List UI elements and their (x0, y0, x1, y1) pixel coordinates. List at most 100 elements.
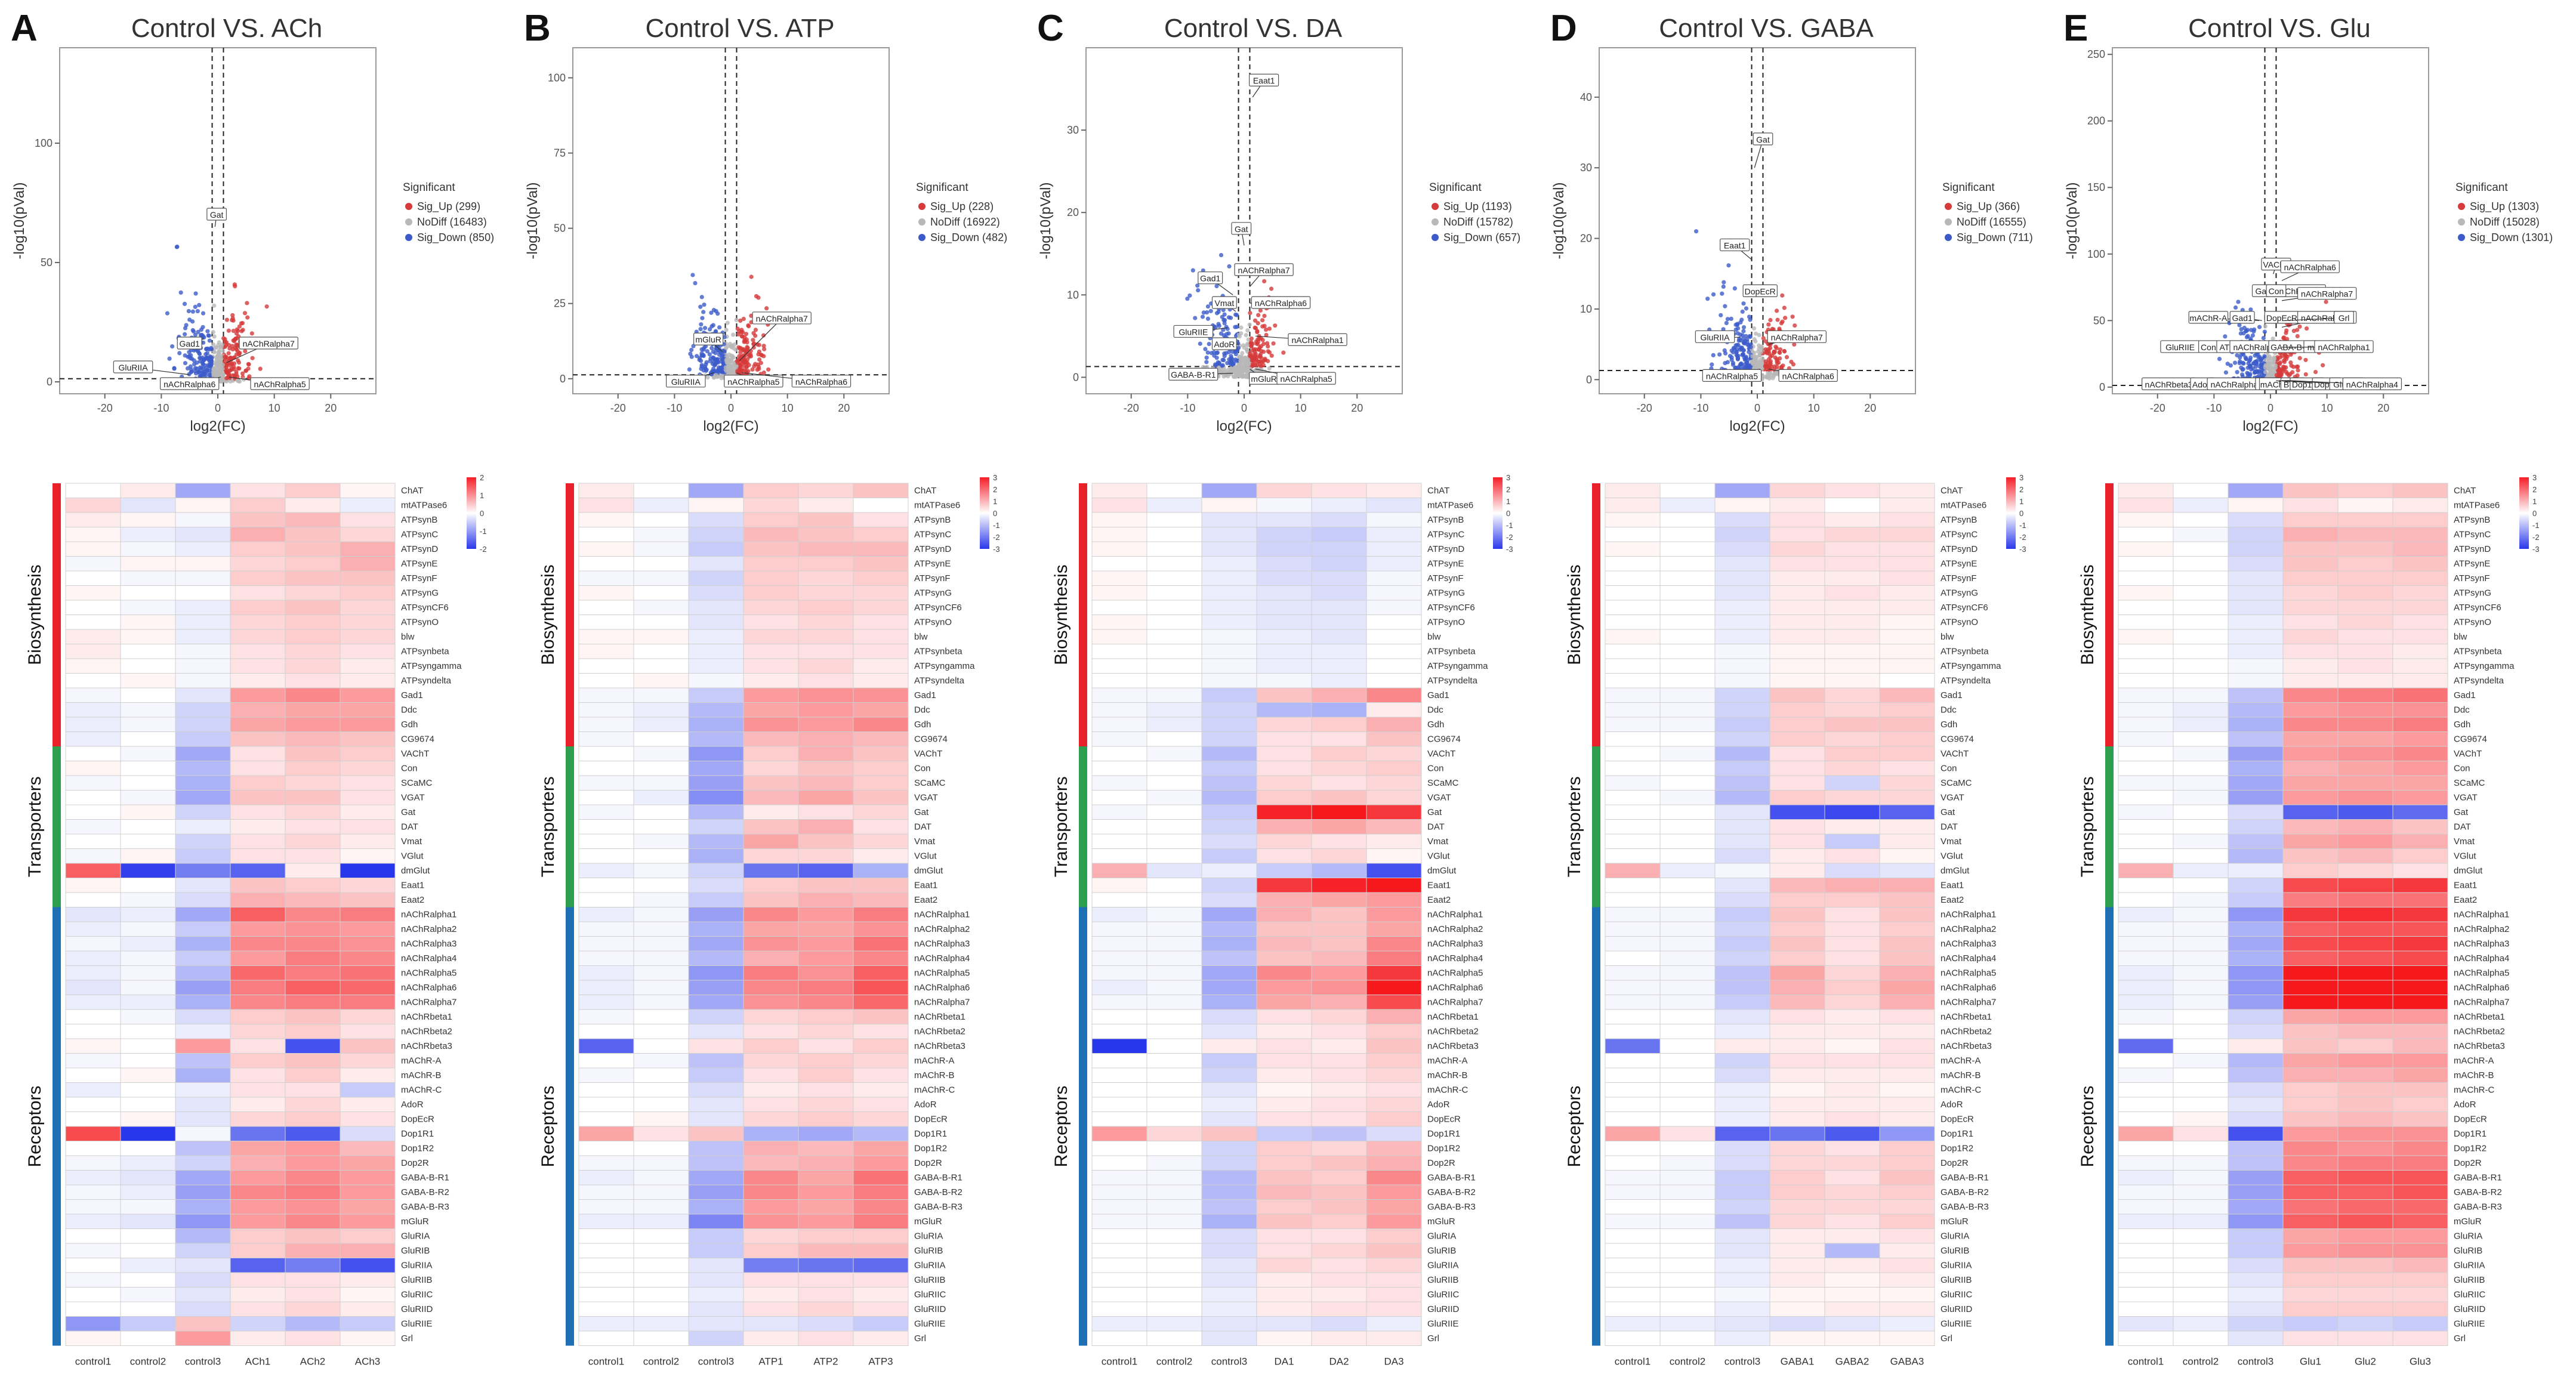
gene-label-box (2314, 340, 2374, 353)
heatmap-cell (340, 863, 396, 878)
heatmap-cell (743, 731, 799, 747)
heatmap-cell (578, 1214, 634, 1229)
heatmap-cell (1605, 600, 1661, 615)
heatmap-cell (1769, 1272, 1825, 1288)
volcano-point (723, 365, 728, 370)
heatmap-cell (2392, 1126, 2448, 1141)
heatmap-cell (853, 1170, 909, 1185)
heatmap-cell (120, 980, 176, 995)
heatmap-cell (2228, 687, 2284, 703)
heatmap-cell (340, 1024, 396, 1039)
heatmap-cell (120, 512, 176, 527)
legend-marker (918, 203, 925, 210)
heatmap-cell (688, 1082, 744, 1098)
heatmap-cell (175, 702, 231, 718)
colorbar-tick-label: 1 (993, 497, 997, 506)
heatmap-cell (230, 746, 286, 761)
volcano-point (2324, 300, 2328, 304)
heatmap-cell (2392, 1330, 2448, 1346)
heatmap-cell (2228, 644, 2284, 659)
volcano-point (761, 333, 766, 338)
heatmap-cell (1146, 804, 1202, 820)
volcano-point (734, 364, 739, 369)
gene-label: Eaat1 (1720, 238, 1752, 260)
volcano-point (224, 317, 229, 322)
heatmap-cell (578, 936, 634, 952)
volcano-point (699, 359, 704, 363)
heatmap-cell (1201, 1067, 1257, 1083)
heatmap-cell (120, 950, 176, 966)
volcano-point (1775, 359, 1779, 363)
heatmap-cell (230, 512, 286, 527)
heatmap-cell (1659, 658, 1716, 674)
heatmap-cell (798, 1024, 854, 1039)
volcano-point (211, 366, 217, 371)
heatmap-cell (230, 819, 286, 835)
heatmap-cell (1366, 1141, 1422, 1156)
heatmap-cell (175, 1228, 231, 1244)
heatmap-cell (853, 570, 909, 586)
heatmap-cell (1201, 950, 1257, 966)
volcano-point (2262, 354, 2267, 359)
heatmap-cell (1605, 1067, 1661, 1083)
heatmap-cell (285, 1199, 341, 1215)
gene-row-label: mtATPase6 (1427, 501, 1473, 511)
heatmap-cell (1256, 717, 1312, 732)
heatmap-cell (1824, 1112, 1880, 1127)
heatmap-cell (2173, 1112, 2229, 1127)
gene-label-box (1231, 222, 1252, 235)
heatmap-cell (2337, 965, 2393, 981)
heatmap-cell (2228, 1243, 2284, 1258)
volcano-point (207, 363, 212, 368)
gene-label-box (1778, 369, 1838, 382)
gene-row-label: Eaat2 (1941, 895, 1964, 905)
heatmap-cell (688, 1258, 744, 1273)
heatmap-cell (1311, 717, 1367, 732)
heatmap-cell (1879, 1141, 1935, 1156)
heatmap-cell (175, 1272, 231, 1288)
heatmap-cell (1146, 1199, 1202, 1215)
volcano-point (230, 317, 235, 323)
volcano-point (223, 344, 227, 349)
heatmap-cell (743, 892, 799, 907)
gene-label: Eaat1 (1249, 73, 1279, 98)
heatmap-cell (1146, 790, 1202, 805)
heatmap-cell (120, 717, 176, 732)
volcano-point (2295, 334, 2300, 339)
volcano-point (2253, 353, 2257, 358)
heatmap-cell (340, 1009, 396, 1024)
heatmap-cell (1366, 1170, 1422, 1185)
heatmap-cell (175, 1170, 231, 1185)
heatmap-cell (2173, 790, 2229, 805)
gene-row-label: Eaat1 (1941, 881, 1964, 891)
heatmap-cell (688, 1170, 744, 1185)
heatmap-cell (1659, 1009, 1716, 1024)
heatmap-cell (853, 1126, 909, 1141)
volcano-point (209, 347, 214, 351)
volcano-point (232, 282, 237, 287)
heatmap-cell (1659, 717, 1716, 732)
volcano-point (193, 291, 198, 296)
heatmap-cell (1714, 541, 1770, 557)
heatmap-cell (120, 1141, 176, 1156)
heatmap-cell (340, 804, 396, 820)
heatmap-cell (1146, 921, 1202, 937)
heatmap-cell (1256, 848, 1312, 864)
heatmap-cell (578, 527, 634, 542)
volcano-point (746, 369, 751, 373)
heatmap-cell (2118, 995, 2174, 1010)
volcano-point (748, 348, 753, 353)
heatmap-cell (1311, 1243, 1367, 1258)
heatmap-cell (340, 585, 396, 601)
volcano-point (1259, 348, 1264, 354)
heatmap-cell (340, 498, 396, 513)
heatmap-cell (65, 1316, 121, 1332)
gene-row-label: Eaat2 (1427, 895, 1451, 905)
heatmap-cell (120, 1199, 176, 1215)
heatmap-cell (688, 1038, 744, 1054)
volcano-point (1263, 356, 1267, 362)
gene-row-label: nAChRalpha3 (401, 939, 456, 949)
heatmap-cell (2228, 498, 2284, 513)
heatmap-cell (688, 1126, 744, 1141)
y-tick-label: 10 (1067, 289, 1079, 301)
